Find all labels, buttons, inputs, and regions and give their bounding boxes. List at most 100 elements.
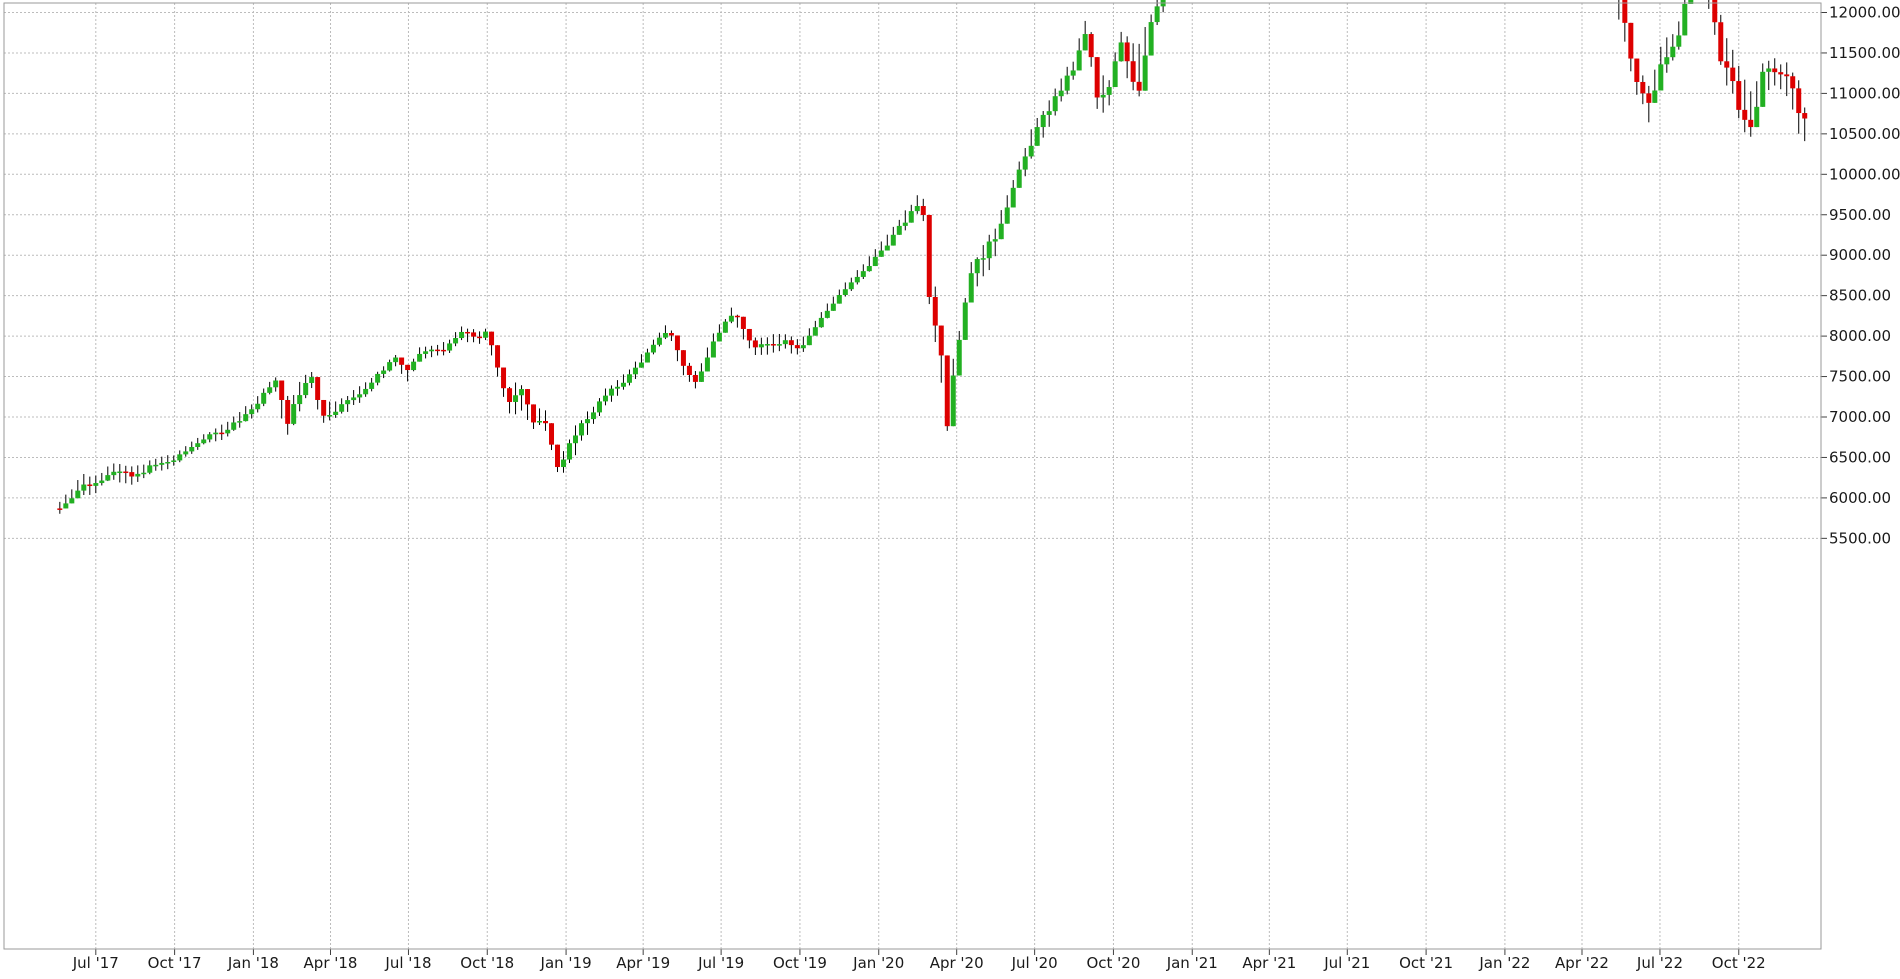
candle — [1790, 72, 1796, 110]
candle-body-up — [614, 386, 620, 389]
candle — [225, 421, 231, 437]
candle — [1784, 62, 1790, 97]
candle-body-up — [812, 327, 818, 336]
candle — [129, 466, 135, 485]
candle — [734, 314, 740, 328]
candle-body-up — [656, 337, 662, 345]
candle-body-up — [902, 222, 908, 226]
candle-body-up — [63, 503, 69, 509]
y-tick-label: 7000.00 — [1829, 408, 1891, 426]
candle — [686, 362, 692, 382]
candle-body-up — [1034, 127, 1040, 146]
candle — [716, 324, 722, 342]
candle-body-down — [770, 344, 776, 346]
plot-border — [3, 2, 1822, 950]
candle-body-up — [189, 447, 195, 452]
candle — [321, 399, 327, 423]
candle-body-up — [872, 256, 878, 267]
candle-body-up — [243, 414, 249, 422]
candle-body-down — [441, 349, 447, 352]
candle-body-up — [237, 421, 243, 423]
grid-layer — [4, 3, 1821, 949]
candle-body-up — [339, 404, 345, 412]
candle-body-down — [746, 328, 752, 341]
candle — [249, 404, 255, 419]
x-tick-label: Oct '20 — [1086, 954, 1140, 972]
candle — [578, 420, 584, 441]
candle-body-down — [279, 380, 285, 400]
candle-body-up — [584, 419, 590, 424]
candle — [1628, 22, 1634, 72]
candle — [525, 389, 531, 420]
candle — [177, 450, 183, 463]
candle — [1754, 81, 1760, 128]
candle — [363, 382, 369, 397]
candle — [411, 358, 417, 372]
candle-body-up — [387, 362, 393, 371]
candle-body-down — [495, 345, 501, 368]
x-tick-label: Oct '18 — [460, 954, 514, 972]
candle-body-up — [998, 223, 1004, 240]
candle — [1124, 36, 1130, 79]
candle — [1148, 14, 1154, 56]
candle-body-up — [776, 344, 782, 346]
candle — [710, 333, 716, 358]
candle — [99, 472, 105, 486]
candle-body-up — [345, 400, 351, 405]
candle — [471, 329, 477, 343]
candle — [117, 464, 123, 483]
candle-body-up — [1688, 0, 1694, 4]
candle — [339, 398, 345, 414]
candle — [87, 476, 93, 495]
candle — [914, 195, 920, 214]
candle — [171, 455, 177, 466]
candle — [201, 434, 207, 445]
y-tick-label: 8000.00 — [1829, 327, 1891, 345]
candle — [1618, 0, 1620, 20]
candle-body-down — [668, 333, 674, 336]
candle-body-up — [357, 394, 363, 398]
candle — [297, 381, 303, 412]
y-tick-label: 12000.00 — [1829, 4, 1900, 22]
candle — [992, 228, 998, 257]
candle — [111, 463, 117, 480]
candle — [357, 386, 363, 403]
candle — [752, 337, 758, 356]
candle-body-up — [1058, 90, 1064, 97]
candle-body-down — [57, 508, 63, 510]
y-tick-label: 5500.00 — [1829, 529, 1891, 547]
candle — [477, 331, 483, 344]
candle-body-up — [704, 357, 710, 372]
candle-body-up — [99, 480, 105, 484]
candle-body-down — [1784, 74, 1790, 77]
candle-body-up — [578, 423, 584, 436]
candle-body-down — [129, 472, 135, 477]
candle-body-up — [1052, 96, 1058, 112]
candle — [501, 367, 507, 397]
candle-body-down — [525, 389, 531, 405]
candle — [261, 388, 267, 407]
candle-body-up — [650, 344, 656, 353]
candle-body-down — [1622, 0, 1628, 23]
candle-body-up — [842, 289, 848, 296]
candle-body-up — [1652, 90, 1658, 103]
candle-body-down — [674, 335, 680, 351]
candle-body-up — [417, 353, 423, 362]
candle — [237, 412, 243, 428]
candle — [980, 245, 986, 277]
y-tick-label: 10000.00 — [1829, 165, 1900, 183]
candle — [920, 198, 926, 222]
candle — [399, 357, 405, 374]
candle-body-up — [1040, 114, 1046, 128]
candle — [830, 296, 836, 311]
candle-body-up — [1106, 87, 1112, 95]
candle-body-up — [561, 459, 567, 468]
candle-body-up — [1118, 42, 1124, 62]
candle-body-up — [75, 490, 81, 499]
candle-body-up — [1004, 207, 1010, 224]
candle — [896, 219, 902, 235]
y-tick-label: 9000.00 — [1829, 246, 1891, 264]
candle — [746, 328, 752, 349]
candle-body-up — [537, 420, 543, 423]
